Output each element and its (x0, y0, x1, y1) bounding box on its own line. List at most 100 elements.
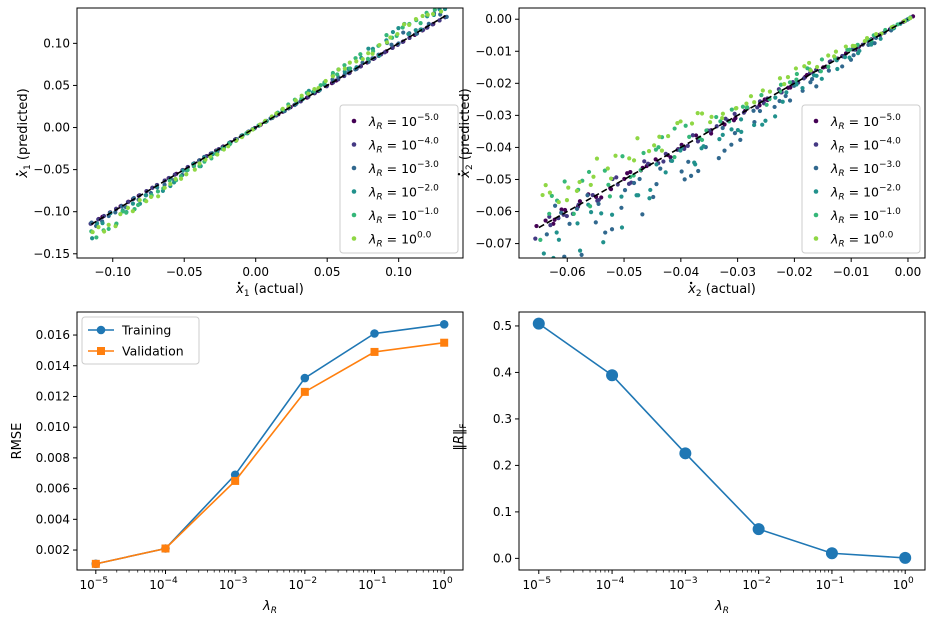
y-tick-label: 0.00 (43, 121, 70, 135)
scatter-point (577, 248, 583, 253)
scatter-point (144, 199, 149, 204)
scatter-point (564, 213, 569, 219)
scatter-point (564, 198, 570, 203)
legend-label: λR = 10−2.0 (830, 184, 901, 203)
scatter-point (406, 31, 411, 37)
scatter-point (840, 64, 845, 69)
data-point (679, 447, 692, 460)
data-point (370, 329, 379, 338)
scatter-point (794, 71, 799, 77)
scatter-point (732, 111, 737, 117)
data-point (439, 319, 449, 329)
scatter-point (299, 93, 304, 98)
scatter-point (335, 72, 340, 77)
scatter-point (635, 136, 640, 141)
legend-label: λR = 10−3.0 (830, 160, 901, 179)
scatter-point (614, 175, 619, 180)
scatter-point (851, 53, 856, 58)
scatter-point (330, 77, 335, 82)
scatter-point (444, 14, 449, 19)
scatter-point (740, 104, 746, 109)
axes-frame (76, 7, 464, 259)
scatter-point (648, 187, 653, 193)
scatter-point (336, 67, 341, 72)
x-tick-label: 0.00 (895, 265, 922, 279)
scatter-point (755, 105, 760, 110)
legend-marker (351, 212, 357, 218)
y-tick-label: 0.004 (36, 512, 70, 526)
scatter-point (586, 169, 592, 175)
legend-box (801, 104, 921, 254)
scatter-point (620, 154, 625, 159)
scatter-point (654, 162, 659, 167)
scatter-point (574, 206, 580, 211)
x-tick-label: 10−1 (358, 576, 387, 592)
scatter-point (682, 177, 687, 182)
scatter-point (588, 210, 594, 215)
scatter-point (654, 182, 659, 187)
scatter-point (609, 227, 615, 232)
scatter-point (802, 64, 807, 69)
scatter-point (720, 132, 725, 138)
scatter-point (718, 119, 723, 124)
y-tick-label: −0.07 (475, 237, 512, 251)
scatter-point (603, 230, 608, 235)
scatter-point (113, 210, 118, 215)
scatter-point (596, 201, 601, 206)
scatter-point (197, 161, 202, 166)
scatter-point (342, 66, 347, 71)
legend-box (81, 316, 200, 365)
scatter-point (430, 11, 436, 17)
scatter-point (814, 84, 819, 89)
reference-line (538, 18, 909, 229)
scatter-point (306, 91, 311, 96)
scatter-point (184, 172, 189, 177)
x-axis-label: λR (714, 599, 729, 616)
scatter-point (686, 159, 691, 164)
scatter-point (390, 29, 396, 35)
series-line (95, 341, 445, 565)
scatter-point (118, 212, 123, 217)
scatter-point (636, 193, 641, 198)
scatter-point (735, 128, 740, 133)
scatter-point (714, 114, 719, 120)
scatter-point (615, 182, 620, 187)
scatter-point (862, 39, 867, 44)
scatter-point (591, 174, 596, 179)
scatter-point (353, 56, 358, 61)
scatter-point (661, 159, 666, 164)
data-point (91, 559, 100, 568)
scatter-point (842, 55, 848, 60)
legend: λR = 10−5.0 λR = 10−4.0 λR = 10−3.0 λR = 10… (801, 104, 921, 254)
scatter-point (658, 166, 663, 171)
scatter-point (382, 50, 387, 55)
scatter-point (136, 202, 141, 208)
scatter-point (696, 168, 701, 174)
x-tick-label: 100 (893, 576, 914, 592)
scatter-point (425, 12, 430, 17)
scatter-point (619, 225, 625, 230)
scatter-point (631, 158, 637, 163)
x-tick-label: −0.01 (833, 265, 870, 279)
x-tick-label: 10−4 (149, 576, 178, 592)
scatter-point (819, 57, 825, 62)
scatter-point (609, 212, 615, 217)
scatter-point (619, 205, 624, 210)
y-tick-label: −0.05 (475, 172, 512, 186)
scatter-point (874, 31, 879, 37)
y-tick-label: −0.06 (475, 205, 512, 219)
scatter-point (366, 51, 371, 56)
scatter-point (764, 102, 769, 107)
scatter-point (575, 221, 580, 226)
scatter-point (113, 224, 118, 229)
scatter-point (738, 117, 744, 122)
legend-label: λR = 10−4.0 (830, 137, 901, 156)
scatter-point (312, 87, 317, 92)
scatter-point (744, 101, 749, 106)
scatter-point (732, 131, 738, 136)
legend-marker (813, 165, 819, 171)
scatter-point (585, 193, 590, 198)
scatter-point (657, 134, 662, 139)
scatter-point (562, 179, 567, 184)
